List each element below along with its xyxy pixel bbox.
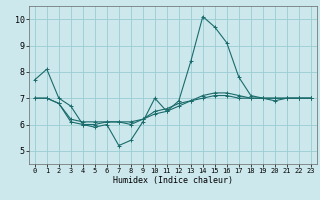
X-axis label: Humidex (Indice chaleur): Humidex (Indice chaleur) <box>113 176 233 185</box>
